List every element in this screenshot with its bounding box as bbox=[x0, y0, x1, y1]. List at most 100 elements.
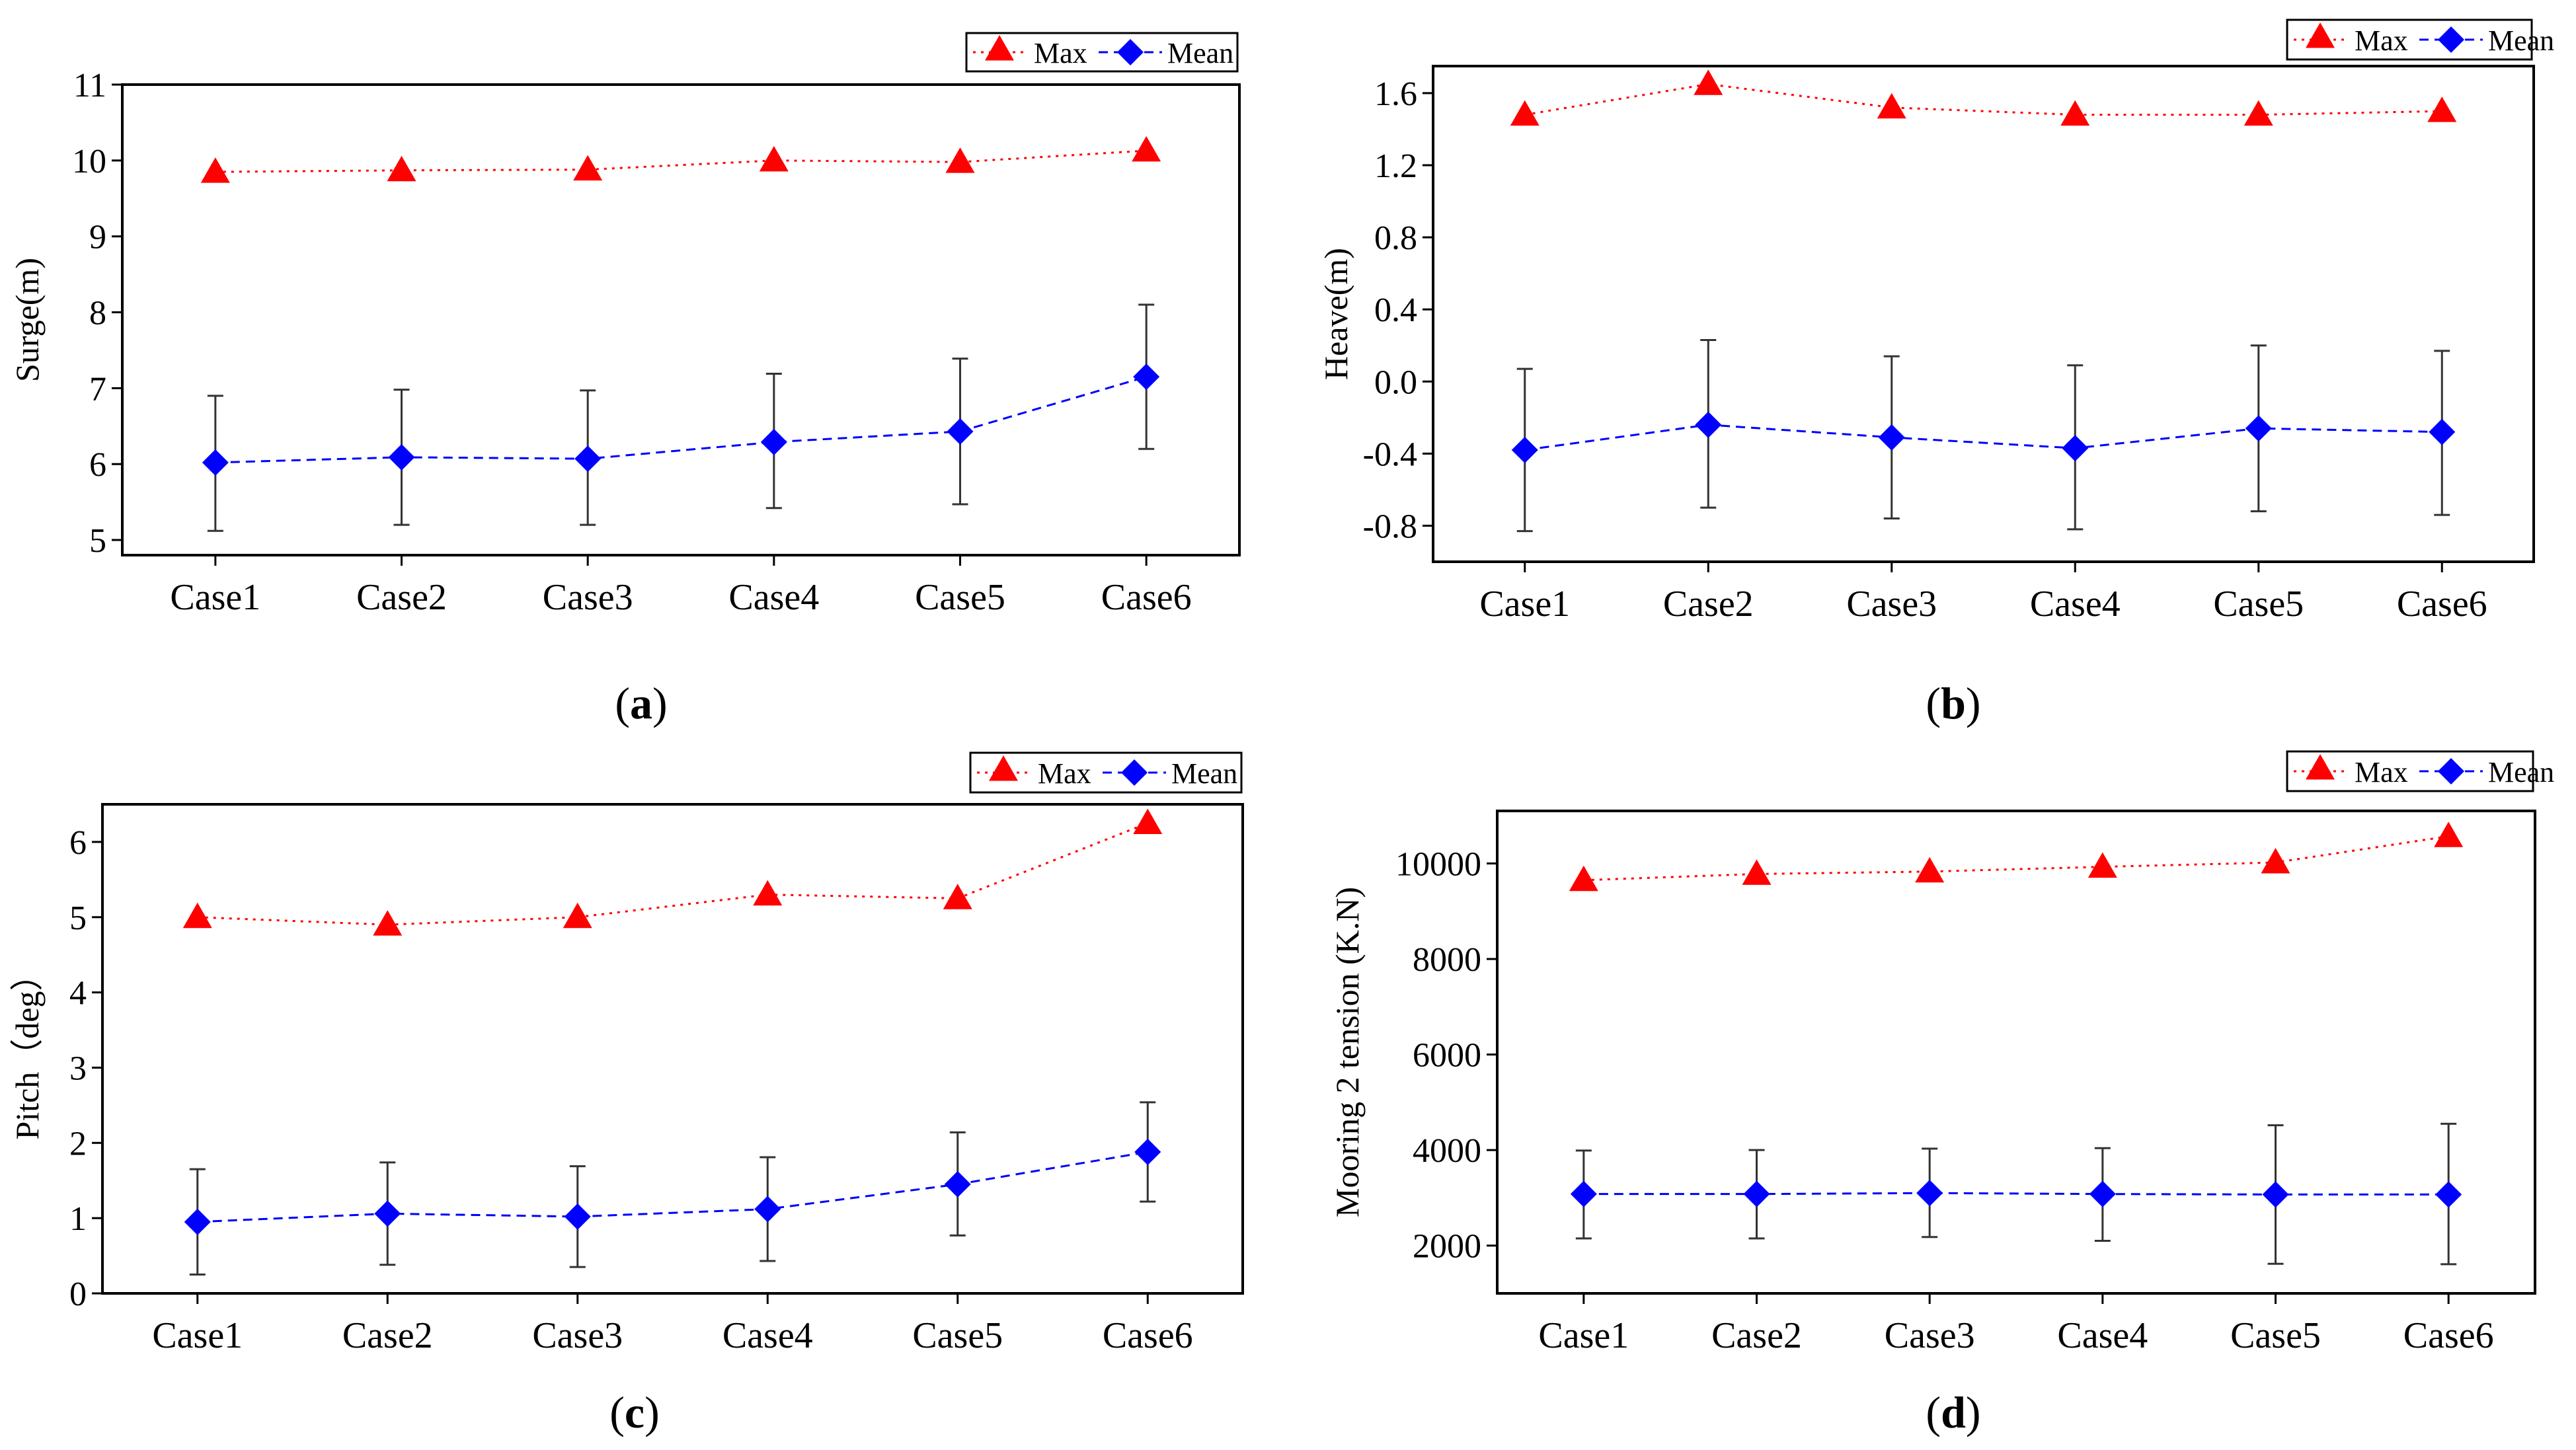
chart-b-point-max-5 bbox=[2244, 100, 2273, 126]
chart-c-point-max-5 bbox=[943, 884, 972, 909]
chart-d-legend-max-label: Max bbox=[2355, 756, 2408, 788]
chart-d-ytick-label: 4000 bbox=[1413, 1132, 1481, 1170]
caption-c: (c) bbox=[609, 1387, 660, 1437]
chart-d-point-mean-6 bbox=[2435, 1181, 2462, 1208]
chart-panel-d: 2000 4000 6000 8000 10000 Case1 Case2 Case3 Case… bbox=[1289, 725, 2576, 1450]
chart-d-xtick-label: Case1 bbox=[1538, 1315, 1629, 1356]
chart-d-xtick-label: Case4 bbox=[2057, 1315, 2148, 1356]
chart-a-legend-max-label: Max bbox=[1034, 37, 1087, 69]
chart-c-ytick-label: 2 bbox=[69, 1125, 87, 1163]
chart-b-svg: -0.8 -0.4 0.0 0.4 0.8 1.2 1.6 Case1 Case2 Case3 Ca… bbox=[1317, 19, 2554, 625]
chart-b-xtick-label: Case3 bbox=[1846, 584, 1937, 625]
chart-c-xtick-label: Case5 bbox=[912, 1315, 1003, 1356]
chart-c-legend-mean-marker bbox=[1121, 759, 1148, 786]
chart-a-series-max-line bbox=[215, 149, 1147, 173]
chart-d-legend-mean-marker bbox=[2438, 758, 2464, 784]
chart-b-xtick-label: Case2 bbox=[1663, 584, 1754, 625]
chart-c-point-max-6 bbox=[1133, 808, 1163, 834]
chart-b-legend-max-label: Max bbox=[2355, 24, 2408, 57]
chart-c-xtick-label: Case2 bbox=[342, 1315, 433, 1356]
chart-a-svg: 5 6 7 8 9 10 11 Case1 Case2 Case3 Case4 Case5 Case6 S… bbox=[9, 32, 1241, 618]
chart-c-point-mean-4 bbox=[754, 1196, 781, 1223]
chart-b-legend: Max Mean bbox=[2286, 19, 2554, 61]
chart-b-series-mean-line bbox=[1524, 424, 2442, 451]
chart-c-point-max-4 bbox=[753, 880, 783, 906]
chart-c-point-max-1 bbox=[182, 902, 212, 929]
chart-d-ytick-label: 2000 bbox=[1413, 1228, 1481, 1266]
chart-b-ytick-label: -0.4 bbox=[1363, 436, 1417, 473]
chart-d-xtick-label: Case3 bbox=[1885, 1315, 1975, 1356]
chart-b-ylabel: Heave(m) bbox=[1317, 248, 1354, 380]
chart-a-xtick-label: Case1 bbox=[170, 577, 260, 618]
chart-a-ytick-label: 10 bbox=[72, 143, 106, 180]
chart-c-legend-max-label: Max bbox=[1038, 757, 1091, 790]
chart-b-ytick-label: 0.0 bbox=[1374, 363, 1417, 401]
caption-a: (a) bbox=[615, 678, 668, 728]
chart-d-point-max-4 bbox=[2088, 852, 2117, 878]
chart-a-point-mean-1 bbox=[202, 449, 229, 476]
chart-d-ytick-label: 6000 bbox=[1413, 1037, 1481, 1075]
chart-c-ytick-label: 5 bbox=[69, 899, 87, 937]
chart-a-point-mean-3 bbox=[574, 445, 602, 473]
chart-a-ytick-label: 11 bbox=[73, 67, 106, 104]
caption-b: (b) bbox=[1926, 678, 1981, 728]
chart-b-xtick-label: Case4 bbox=[2030, 584, 2121, 625]
chart-d-point-max-6 bbox=[2434, 821, 2464, 847]
chart-d-point-max-1 bbox=[1569, 865, 1598, 892]
chart-c-series-max-line bbox=[197, 822, 1148, 926]
chart-c-point-max-3 bbox=[563, 902, 592, 929]
chart-c-ytick-label: 0 bbox=[69, 1276, 87, 1313]
chart-d-legend: Max Mean bbox=[2286, 750, 2554, 792]
chart-d-point-max-5 bbox=[2261, 848, 2290, 874]
chart-d-point-mean-1 bbox=[1570, 1180, 1597, 1207]
caption-d: (d) bbox=[1926, 1387, 1981, 1437]
chart-d-ytick-label: 10000 bbox=[1395, 846, 1481, 884]
chart-b-point-max-2 bbox=[1694, 69, 1723, 95]
chart-a-ytick-label: 6 bbox=[89, 446, 106, 484]
chart-d-point-max-3 bbox=[1915, 857, 1945, 883]
chart-c-ytick-label: 3 bbox=[69, 1049, 87, 1087]
chart-b-point-max-6 bbox=[2427, 96, 2457, 122]
chart-a-legend-max-marker bbox=[985, 35, 1014, 61]
chart-d-ylabel: Mooring 2 tension (K.N) bbox=[1329, 887, 1366, 1217]
chart-a-point-max-3 bbox=[573, 155, 603, 181]
chart-a-xtick-label: Case3 bbox=[543, 577, 633, 618]
chart-b-legend-max-marker bbox=[2306, 22, 2335, 48]
chart-b-ytick-label: 1.2 bbox=[1374, 147, 1417, 185]
chart-d-point-mean-2 bbox=[1743, 1180, 1770, 1207]
chart-a-ytick-label: 5 bbox=[89, 522, 106, 560]
chart-b-ytick-label: -0.8 bbox=[1363, 508, 1417, 545]
chart-a-plot-frame bbox=[121, 83, 1241, 556]
chart-d-ytick-label: 8000 bbox=[1413, 941, 1481, 979]
chart-c-point-mean-3 bbox=[564, 1203, 591, 1230]
chart-c-ytick-label: 1 bbox=[69, 1200, 87, 1238]
chart-d-point-mean-4 bbox=[2089, 1180, 2116, 1207]
chart-panel-b: -0.8 -0.4 0.0 0.4 0.8 1.2 1.6 Case1 Case2 Case3 Ca… bbox=[1289, 0, 2576, 725]
chart-b-point-max-1 bbox=[1510, 100, 1540, 126]
chart-c-xtick-label: Case1 bbox=[152, 1315, 243, 1356]
chart-a-point-max-5 bbox=[945, 147, 975, 173]
chart-a-point-mean-4 bbox=[760, 428, 787, 455]
chart-a-point-mean-5 bbox=[947, 418, 974, 445]
chart-c-legend: Max Mean bbox=[969, 751, 1243, 794]
chart-panel-c: 0 1 2 3 4 5 6 Case1 Case2 Case3 Case4 Case5 Case6 Pit… bbox=[0, 725, 1289, 1450]
chart-a-ytick-label: 8 bbox=[89, 295, 106, 332]
chart-c-xtick-label: Case4 bbox=[722, 1315, 813, 1356]
chart-a-point-max-6 bbox=[1132, 135, 1161, 162]
chart-d-xtick-label: Case2 bbox=[1711, 1315, 1802, 1356]
chart-d-legend-mean-label: Mean bbox=[2488, 756, 2554, 788]
chart-c-legend-max-marker bbox=[989, 755, 1018, 781]
chart-b-ytick-label: 0.4 bbox=[1374, 291, 1417, 329]
chart-b-ytick-label: 0.8 bbox=[1374, 219, 1417, 257]
chart-d-svg: 2000 4000 6000 8000 10000 Case1 Case2 Case3 Case… bbox=[1329, 750, 2554, 1356]
chart-d-legend-max-marker bbox=[2306, 754, 2335, 780]
chart-b-xtick-label: Case5 bbox=[2213, 584, 2304, 625]
chart-b-xtick-label: Case1 bbox=[1479, 584, 1570, 625]
chart-c-plot-frame bbox=[101, 803, 1244, 1295]
chart-panel-a: 5 6 7 8 9 10 11 Case1 Case2 Case3 Case4 Case5 Case6 S… bbox=[0, 0, 1289, 725]
chart-a-point-mean-2 bbox=[388, 443, 415, 471]
chart-d-point-mean-5 bbox=[2262, 1181, 2289, 1208]
chart-c-series-mean-line bbox=[197, 1151, 1148, 1223]
chart-b-point-max-4 bbox=[2060, 100, 2090, 126]
chart-a-point-max-4 bbox=[759, 145, 789, 172]
